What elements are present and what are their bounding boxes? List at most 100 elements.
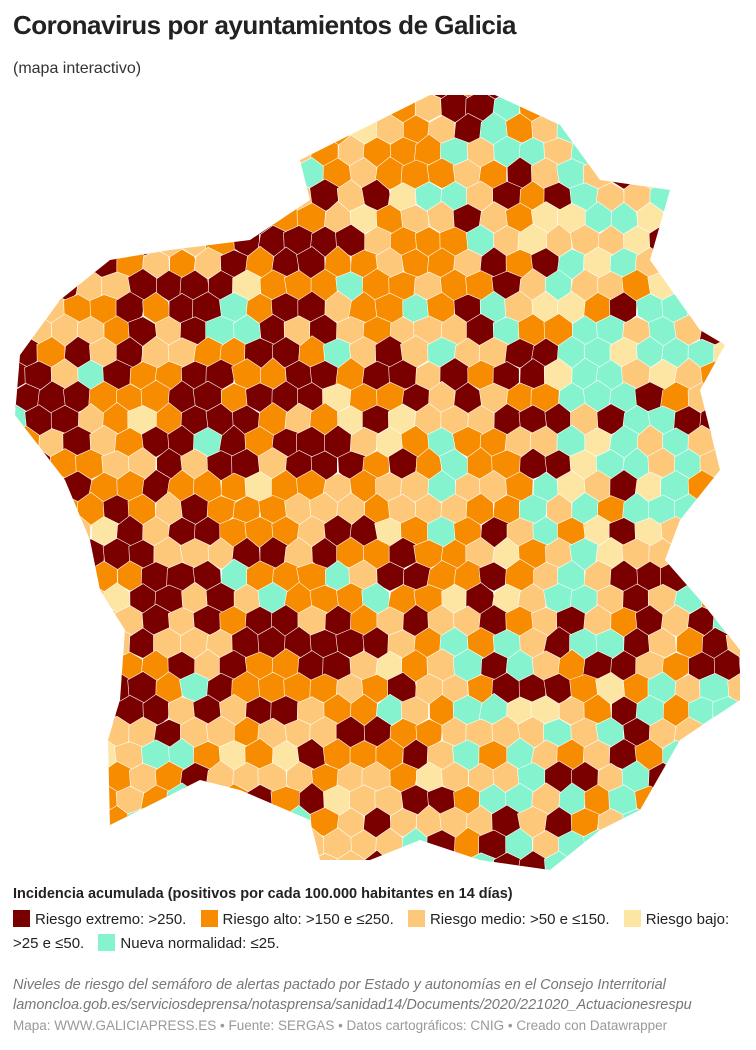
municipality-area[interactable] — [727, 91, 755, 125]
municipality-area[interactable] — [272, 114, 302, 146]
municipality-area[interactable] — [49, 808, 80, 840]
municipality-area[interactable] — [713, 202, 743, 235]
municipality-area[interactable] — [752, 451, 756, 481]
municipality-area[interactable] — [699, 136, 731, 170]
municipality-area[interactable] — [166, 158, 197, 191]
municipality-area[interactable] — [270, 158, 302, 192]
municipality-area[interactable] — [12, 203, 42, 237]
municipality-area[interactable] — [713, 561, 744, 593]
municipality-area[interactable] — [115, 204, 146, 235]
municipality-area[interactable] — [153, 134, 184, 169]
municipality-area[interactable] — [622, 90, 652, 126]
municipality-area[interactable] — [686, 828, 716, 860]
municipality-area[interactable] — [752, 626, 756, 660]
municipality-area[interactable] — [38, 516, 67, 550]
municipality-area[interactable] — [128, 179, 157, 213]
municipality-area[interactable] — [337, 92, 367, 123]
municipality-area[interactable] — [739, 203, 756, 237]
municipality-area[interactable] — [738, 514, 756, 549]
municipality-area[interactable] — [192, 782, 221, 819]
municipality-area[interactable] — [62, 202, 93, 235]
municipality-area[interactable] — [192, 85, 222, 103]
municipality-area[interactable] — [62, 112, 93, 146]
municipality-area[interactable] — [738, 606, 756, 637]
municipality-area[interactable] — [75, 180, 107, 214]
municipality-area[interactable] — [701, 269, 730, 305]
municipality-area[interactable] — [0, 786, 14, 817]
municipality-area[interactable] — [309, 93, 341, 124]
municipality-area[interactable] — [220, 113, 250, 145]
municipality-area[interactable] — [37, 113, 67, 146]
municipality-area[interactable] — [231, 805, 263, 840]
municipality-area[interactable] — [23, 626, 54, 659]
municipality-area[interactable] — [0, 313, 29, 346]
municipality-area[interactable] — [25, 494, 53, 528]
municipality-area[interactable] — [647, 806, 679, 839]
municipality-area[interactable] — [153, 92, 185, 124]
municipality-area[interactable] — [660, 828, 692, 862]
municipality-area[interactable] — [75, 224, 106, 258]
municipality-area[interactable] — [753, 90, 756, 124]
municipality-area[interactable] — [271, 85, 302, 102]
municipality-area[interactable] — [675, 761, 703, 794]
municipality-area[interactable] — [77, 719, 106, 749]
municipality-area[interactable] — [13, 648, 40, 685]
municipality-area[interactable] — [24, 271, 54, 302]
municipality-area[interactable] — [103, 225, 133, 260]
municipality-area[interactable] — [50, 584, 79, 614]
municipality-area[interactable] — [647, 849, 679, 875]
municipality-area[interactable] — [712, 828, 743, 862]
municipality-area[interactable] — [688, 85, 718, 103]
municipality-area[interactable] — [753, 537, 756, 571]
municipality-area[interactable] — [101, 850, 132, 875]
municipality-area[interactable] — [701, 849, 729, 875]
municipality-area[interactable] — [63, 739, 94, 772]
municipality-area[interactable] — [712, 785, 742, 817]
municipality-area[interactable] — [673, 850, 705, 875]
municipality-area[interactable] — [714, 114, 742, 148]
municipality-area[interactable] — [752, 362, 756, 392]
municipality-area[interactable] — [258, 182, 288, 212]
municipality-area[interactable] — [557, 85, 587, 102]
municipality-area[interactable] — [194, 204, 222, 237]
municipality-area[interactable] — [753, 719, 756, 751]
municipality-area[interactable] — [0, 246, 16, 279]
municipality-area[interactable] — [714, 85, 741, 103]
municipality-area[interactable] — [62, 785, 92, 819]
municipality-area[interactable] — [686, 740, 718, 773]
municipality-area[interactable] — [38, 783, 68, 817]
municipality-area[interactable] — [415, 673, 444, 706]
municipality-area[interactable] — [52, 226, 81, 259]
municipality-area[interactable] — [36, 605, 68, 638]
municipality-area[interactable] — [726, 849, 754, 875]
municipality-area[interactable] — [609, 85, 640, 103]
municipality-area[interactable] — [179, 807, 210, 840]
municipality-area[interactable] — [738, 158, 756, 191]
municipality-area[interactable] — [23, 762, 54, 797]
municipality-area[interactable] — [688, 784, 718, 818]
municipality-area[interactable] — [714, 249, 744, 279]
municipality-area[interactable] — [89, 113, 120, 146]
municipality-area[interactable] — [0, 271, 29, 303]
municipality-area[interactable] — [36, 649, 68, 682]
municipality-area[interactable] — [64, 696, 94, 729]
municipality-area[interactable] — [244, 829, 274, 862]
municipality-area[interactable] — [634, 85, 665, 104]
municipality-area[interactable] — [257, 134, 287, 169]
municipality-area[interactable] — [167, 202, 198, 235]
municipality-area[interactable] — [739, 383, 756, 414]
municipality-area[interactable] — [192, 156, 221, 192]
municipality-area[interactable] — [674, 269, 704, 302]
municipality-area[interactable] — [37, 696, 66, 728]
municipality-area[interactable] — [608, 114, 640, 147]
municipality-area[interactable] — [0, 627, 27, 662]
municipality-area[interactable] — [0, 337, 14, 370]
municipality-area[interactable] — [39, 561, 68, 594]
municipality-area[interactable] — [689, 516, 716, 547]
municipality-area[interactable] — [76, 760, 106, 793]
municipality-area[interactable] — [0, 380, 16, 413]
municipality-area[interactable] — [64, 649, 92, 683]
municipality-area[interactable] — [727, 180, 756, 214]
municipality-area[interactable] — [88, 828, 118, 861]
municipality-area[interactable] — [465, 492, 494, 525]
